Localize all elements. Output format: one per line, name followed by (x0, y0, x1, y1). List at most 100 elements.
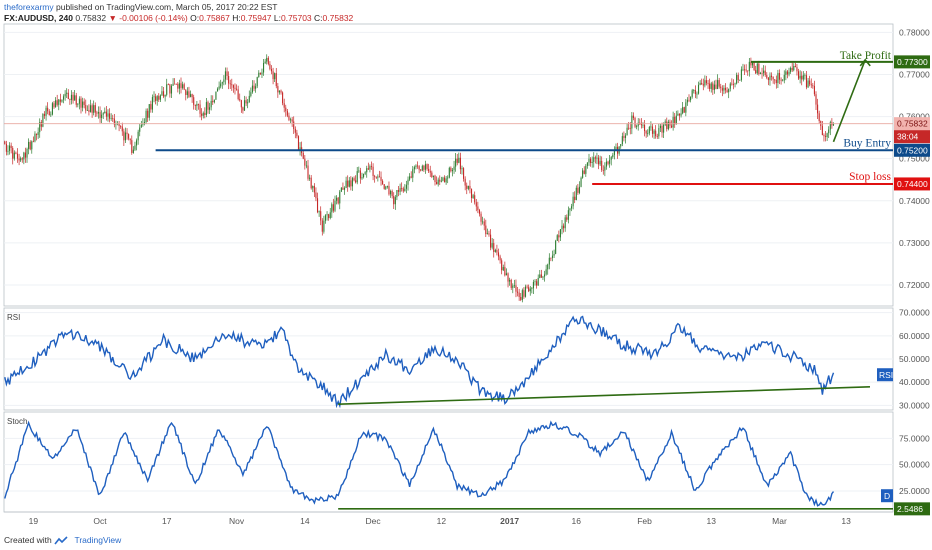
candle-body (393, 196, 395, 205)
candle-body (185, 89, 187, 95)
candle (332, 198, 334, 213)
candle-body (474, 195, 476, 203)
candle-body (443, 177, 446, 183)
candle (7, 145, 9, 156)
candle (405, 180, 407, 194)
candle (264, 58, 266, 64)
candle (747, 70, 749, 76)
candle-body (521, 290, 523, 300)
candle-body (761, 72, 763, 74)
candle (239, 93, 241, 102)
candle-body (99, 112, 101, 118)
author-link[interactable]: theforexarmy (4, 2, 54, 12)
candle (463, 167, 465, 182)
candle-body (547, 264, 549, 270)
candle-body (678, 113, 681, 116)
candle (323, 215, 325, 234)
price-pane[interactable] (3, 23, 894, 307)
candle (80, 96, 82, 114)
price-grid (4, 31, 893, 286)
candle (35, 133, 38, 141)
candle (704, 75, 706, 88)
candle (621, 132, 623, 147)
price-axis-tick: 0.74000 (899, 196, 930, 206)
candle (569, 207, 571, 216)
candle-body (197, 103, 200, 105)
candle-body (563, 225, 565, 229)
candle (566, 214, 568, 222)
candle (624, 133, 627, 144)
candle (805, 70, 808, 90)
candle-body (277, 86, 279, 93)
candle (367, 162, 369, 171)
candle-body (469, 186, 471, 189)
candle-body (237, 89, 239, 100)
candle-body (174, 83, 176, 85)
candle-body (797, 71, 800, 79)
rsi-line[interactable] (4, 315, 835, 409)
candle (670, 120, 673, 129)
candle (720, 83, 722, 93)
candle (209, 102, 211, 114)
candle (458, 152, 460, 164)
candle (385, 185, 387, 191)
candle-body (58, 99, 60, 105)
candle (420, 168, 422, 172)
candle (140, 120, 142, 128)
target-arrow-line[interactable] (832, 59, 866, 143)
candle-body (458, 157, 460, 163)
stoch-line[interactable] (4, 420, 835, 507)
candle (388, 181, 390, 196)
candle-body (785, 71, 787, 75)
tradingview-brand[interactable]: TradingView (74, 535, 122, 545)
candle-body (364, 172, 366, 174)
candle-body (5, 143, 7, 152)
candle (45, 105, 47, 121)
candle-body (732, 84, 735, 85)
candle-body (764, 70, 766, 76)
candle-body (466, 185, 468, 189)
candle-body (269, 63, 271, 70)
candle-body (791, 67, 793, 71)
candle-body (577, 187, 579, 193)
candle (307, 159, 309, 181)
candle-body (248, 95, 250, 103)
stoch-pane[interactable] (3, 411, 894, 513)
candle (107, 109, 109, 122)
candle-body (832, 123, 835, 126)
candle (205, 97, 207, 118)
candle-body (9, 145, 11, 151)
candle (582, 168, 584, 179)
rsi-trendline[interactable] (338, 386, 871, 406)
take-profit-price-badge-bg (894, 55, 930, 69)
time-axis-tick: Feb (637, 516, 652, 526)
candle (220, 79, 222, 89)
candle (182, 81, 184, 90)
candle-body (602, 169, 604, 171)
candle-body (499, 256, 501, 261)
candle-body (101, 114, 103, 118)
candle (793, 63, 795, 72)
candle-body (431, 172, 433, 177)
candle (634, 116, 636, 129)
candle-body (183, 84, 185, 90)
candle (99, 106, 101, 123)
candle-body (578, 186, 581, 193)
candle (721, 85, 723, 97)
candle (796, 63, 798, 76)
stoch-title: Stoch (7, 417, 27, 426)
candle (583, 166, 585, 175)
candle (13, 150, 15, 161)
candle-body (605, 161, 608, 167)
candle-body (501, 260, 503, 271)
candle-body (513, 285, 515, 287)
candle (162, 86, 165, 99)
take-profit-price-badge: 0.77300 (894, 55, 930, 69)
candle-body (590, 158, 592, 163)
candle (542, 275, 544, 281)
candle-body (318, 211, 320, 213)
candle (605, 158, 608, 170)
candle-body (756, 63, 758, 74)
candle (250, 87, 252, 98)
